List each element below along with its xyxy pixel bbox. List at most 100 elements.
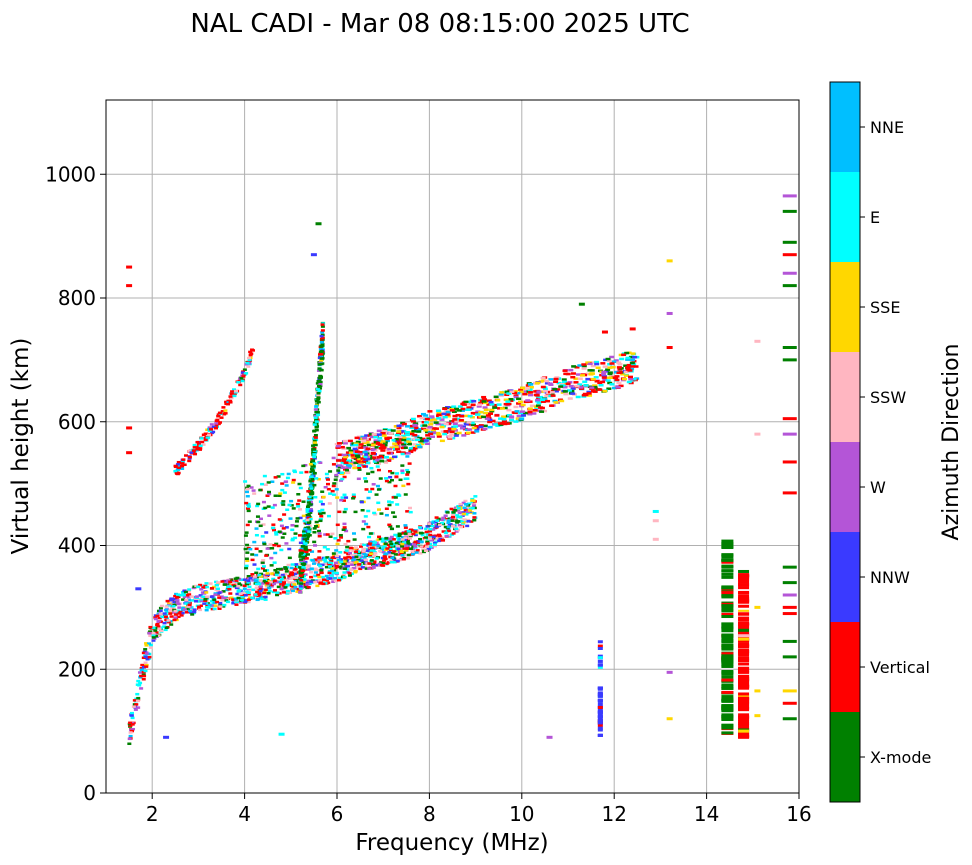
echo-point xyxy=(381,537,386,541)
echo-point xyxy=(200,440,205,444)
echo-point xyxy=(561,378,567,381)
echo-point xyxy=(356,477,361,481)
echo-point xyxy=(417,526,422,529)
echo-point xyxy=(326,577,331,581)
echo-point xyxy=(424,545,429,548)
echo-point xyxy=(349,568,354,571)
echo-point xyxy=(319,357,324,360)
echo-point xyxy=(127,737,132,741)
echo-point xyxy=(404,544,409,548)
echo-point xyxy=(513,395,519,399)
echo-point xyxy=(451,515,456,519)
echo-point xyxy=(223,583,228,586)
echo-point xyxy=(446,521,451,525)
echo-point xyxy=(738,621,750,625)
echo-point xyxy=(346,446,352,450)
echo-point xyxy=(357,458,363,461)
echo-point xyxy=(305,508,310,511)
echo-point xyxy=(377,441,383,445)
echo-point xyxy=(319,362,324,366)
echo-point xyxy=(249,486,254,489)
echo-point xyxy=(319,344,324,348)
echo-point xyxy=(284,542,289,545)
echo-point xyxy=(435,525,440,528)
echo-point xyxy=(542,388,548,391)
echo-point xyxy=(256,594,261,597)
echo-point xyxy=(333,537,338,540)
echo-point xyxy=(486,403,492,406)
echo-point xyxy=(258,579,263,582)
y-tick-label: 400 xyxy=(58,534,96,558)
echo-point xyxy=(283,566,288,569)
echo-point xyxy=(341,457,347,461)
echo-point xyxy=(375,441,380,445)
echo-point xyxy=(308,484,313,487)
echo-point xyxy=(319,581,324,584)
echo-point xyxy=(406,542,411,545)
echo-point xyxy=(319,571,324,575)
echo-point xyxy=(341,499,346,502)
echo-point xyxy=(369,432,375,436)
echo-point xyxy=(192,598,197,602)
echo-point xyxy=(452,422,458,425)
echo-point xyxy=(407,462,412,465)
echo-point xyxy=(607,371,613,374)
echo-point xyxy=(469,520,474,523)
echo-point xyxy=(236,585,241,588)
echo-point xyxy=(163,628,168,632)
echo-point xyxy=(419,531,424,535)
echo-point xyxy=(142,674,147,678)
echo-point xyxy=(320,575,325,579)
echo-point xyxy=(521,414,527,417)
echo-point xyxy=(353,442,359,445)
echo-point xyxy=(245,559,250,563)
echo-point xyxy=(401,422,407,426)
echo-point xyxy=(141,666,146,669)
echo-point xyxy=(570,372,576,375)
echo-point xyxy=(367,567,372,570)
echo-point xyxy=(427,522,432,526)
echo-point xyxy=(369,559,374,562)
echo-point xyxy=(281,500,286,503)
echo-point xyxy=(471,499,476,503)
echo-point xyxy=(366,472,371,475)
echo-point xyxy=(368,542,373,545)
echo-point xyxy=(231,601,236,605)
echo-point xyxy=(342,575,347,579)
echo-point xyxy=(128,721,133,725)
echo-point xyxy=(567,381,573,384)
echo-point xyxy=(549,404,555,407)
echo-point xyxy=(234,600,239,604)
echo-point xyxy=(782,612,797,616)
echo-point xyxy=(436,433,442,436)
echo-point xyxy=(317,550,322,553)
echo-point xyxy=(721,652,734,656)
echo-point xyxy=(609,355,615,359)
echo-point xyxy=(353,558,358,561)
echo-point xyxy=(333,579,338,583)
echo-point xyxy=(451,513,456,517)
echo-point xyxy=(314,561,319,565)
echo-point xyxy=(312,453,317,456)
echo-point xyxy=(221,406,226,409)
echo-point xyxy=(581,394,587,397)
echo-point xyxy=(157,616,162,620)
echo-point xyxy=(527,388,533,391)
echo-point xyxy=(371,549,376,553)
echo-point xyxy=(388,525,393,528)
echo-point xyxy=(162,625,167,628)
echo-point xyxy=(316,413,321,417)
echo-point xyxy=(574,366,580,369)
echo-point xyxy=(313,433,318,437)
echo-point xyxy=(457,405,463,408)
echo-point xyxy=(630,358,636,362)
echo-point xyxy=(298,549,303,552)
echo-point xyxy=(442,407,448,410)
echo-point xyxy=(372,460,377,463)
echo-point xyxy=(513,420,519,423)
echo-point xyxy=(215,587,220,590)
echo-point xyxy=(380,556,385,560)
echo-point xyxy=(388,548,393,552)
echo-point xyxy=(520,403,526,407)
echo-point xyxy=(436,417,442,420)
